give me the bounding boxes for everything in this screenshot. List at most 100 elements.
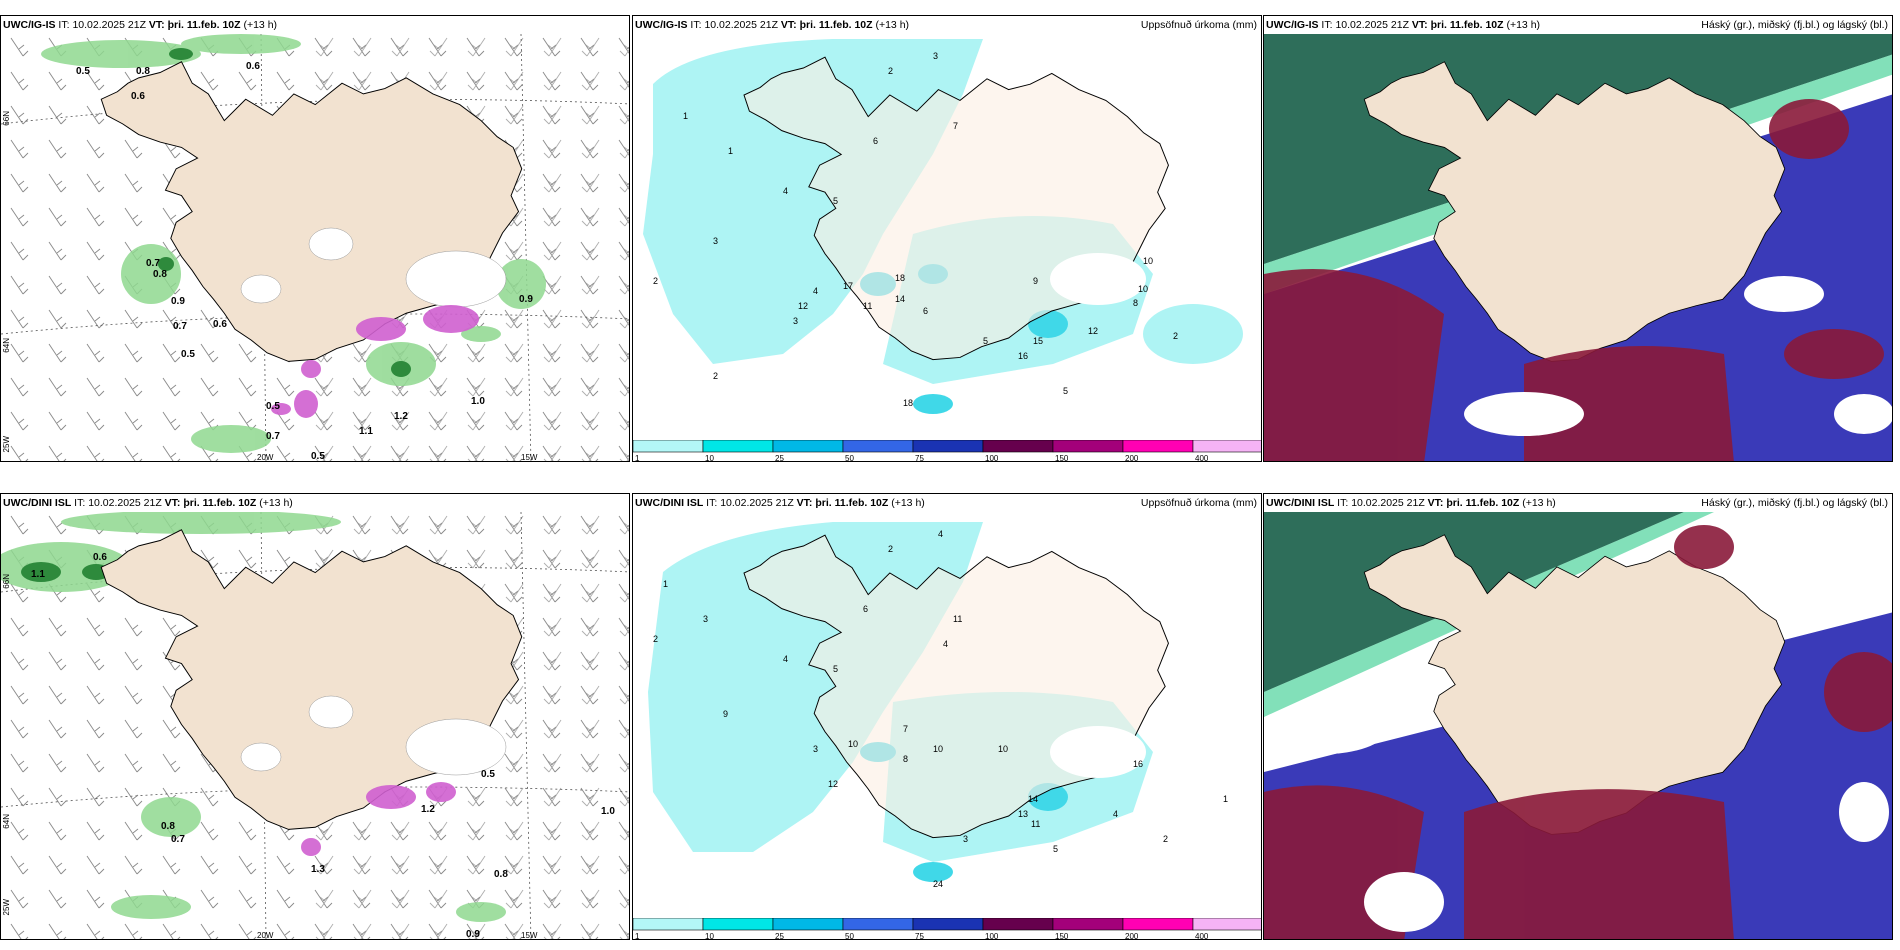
panel-top-left: UWC/IG-IS IT: 10.02.2025 21Z VT: þri. 11… — [0, 15, 630, 462]
svg-text:4: 4 — [938, 529, 943, 539]
svg-text:8: 8 — [1133, 298, 1138, 308]
svg-text:0.6: 0.6 — [93, 552, 107, 563]
svg-text:0.5: 0.5 — [311, 451, 325, 462]
svg-text:4: 4 — [783, 654, 788, 664]
precip-map: 3 2 1 1 2 3 4 5 6 7 6 5 4 3 2 17 12 11 1… — [643, 39, 1243, 414]
svg-text:0.7: 0.7 — [173, 321, 187, 332]
svg-text:6: 6 — [923, 306, 928, 316]
svg-text:2: 2 — [888, 66, 893, 76]
svg-text:2: 2 — [713, 371, 718, 381]
colorbar-swatch — [1122, 440, 1194, 453]
colorbar: 1 10 25 50 75 100 150 200 400 — [633, 918, 1261, 940]
svg-text:3: 3 — [963, 834, 968, 844]
colorbar-swatch — [702, 918, 774, 931]
svg-text:1.2: 1.2 — [394, 411, 408, 422]
colorbar-tick: 150 — [1055, 932, 1069, 940]
svg-text:0.9: 0.9 — [466, 929, 480, 940]
svg-text:0.8: 0.8 — [161, 821, 175, 832]
colorbar-swatch — [633, 440, 704, 453]
panel-subtitle: Háský (gr.), miðský (fj.bl.) og lágský (… — [1701, 19, 1888, 31]
colorbar-tick: 100 — [985, 932, 999, 940]
svg-text:0.6: 0.6 — [246, 61, 260, 72]
colorbar-tick: 75 — [915, 932, 924, 940]
svg-text:0.5: 0.5 — [76, 66, 90, 77]
svg-text:14: 14 — [1028, 794, 1038, 804]
svg-text:2: 2 — [1163, 834, 1168, 844]
svg-text:18: 18 — [895, 273, 905, 283]
svg-text:13: 13 — [1018, 809, 1028, 819]
colorbar-tick: 50 — [845, 932, 854, 940]
svg-text:0.8: 0.8 — [494, 869, 508, 880]
colorbar-swatch — [912, 440, 984, 453]
svg-text:1.0: 1.0 — [601, 806, 615, 817]
svg-text:10: 10 — [998, 744, 1008, 754]
colorbar: 1 10 25 50 75 100 150 200 400 — [633, 440, 1261, 462]
svg-text:7: 7 — [903, 724, 908, 734]
svg-text:2: 2 — [653, 634, 658, 644]
colorbar-tick: 50 — [845, 454, 854, 462]
lat-label: 64N — [2, 814, 11, 829]
lon-label: 25W — [2, 899, 11, 916]
colorbar-swatch — [842, 440, 914, 453]
svg-text:11: 11 — [863, 301, 872, 311]
colorbar-tick: 25 — [775, 454, 784, 462]
svg-text:8: 8 — [903, 754, 908, 764]
colorbar-swatch — [633, 918, 704, 931]
svg-text:1.1: 1.1 — [359, 426, 373, 437]
panel-bottom-left: UWC/DINI ISL IT: 10.02.2025 21Z VT: þri.… — [0, 493, 630, 940]
colorbar-swatch — [1192, 440, 1261, 453]
colorbar-swatch — [702, 440, 774, 453]
lat-label: 66N — [2, 574, 11, 589]
precip-map: 4 2 1 2 3 4 5 6 7 11 4 3 8 10 9 24 10 12… — [648, 522, 1228, 889]
svg-text:1: 1 — [1223, 794, 1228, 804]
panel-bottom-middle: UWC/DINI ISL IT: 10.02.2025 21Z VT: þri.… — [632, 493, 1262, 940]
svg-text:4: 4 — [943, 639, 948, 649]
svg-text:14: 14 — [895, 294, 905, 304]
precip-labels: 3 2 1 1 2 3 4 5 6 7 6 5 4 3 2 17 12 11 1… — [653, 51, 1178, 408]
lon-label: 15W — [521, 453, 538, 462]
lon-label: 20W — [257, 931, 274, 940]
svg-text:5: 5 — [1053, 844, 1058, 854]
cloud-map — [1264, 34, 1892, 461]
colorbar-swatch — [982, 440, 1054, 453]
colorbar-tick: 400 — [1195, 454, 1209, 462]
svg-text:9: 9 — [1033, 276, 1038, 286]
svg-text:18: 18 — [903, 398, 913, 408]
svg-text:16: 16 — [1133, 759, 1143, 769]
panel-title: UWC/DINI ISL IT: 10.02.2025 21Z VT: þri.… — [635, 497, 925, 509]
svg-text:3: 3 — [933, 51, 938, 61]
wind-snow-map: 0.5 0.8 0.6 0.6 0.7 0.8 0.9 0.7 0.6 0.5 … — [1, 34, 629, 462]
colorbar-swatch — [912, 918, 984, 931]
svg-text:10: 10 — [848, 739, 858, 749]
panel-title: UWC/IG-IS IT: 10.02.2025 21Z VT: þri. 11… — [635, 19, 910, 31]
svg-text:1.1: 1.1 — [31, 569, 45, 580]
svg-text:4: 4 — [1113, 809, 1118, 819]
svg-text:1: 1 — [663, 579, 668, 589]
svg-text:5: 5 — [833, 196, 838, 206]
colorbar-tick: 400 — [1195, 932, 1209, 940]
colorbar-swatch — [1052, 918, 1124, 931]
cloud-map — [1264, 512, 1892, 939]
colorbar-swatch — [1122, 918, 1194, 931]
svg-text:3: 3 — [703, 614, 708, 624]
svg-text:5: 5 — [983, 336, 988, 346]
wind-snow-map: 0.6 1.1 0.8 0.7 1.0 0.8 1.3 0.9 0.5 1.2 — [1, 512, 629, 940]
svg-text:10: 10 — [1138, 284, 1148, 294]
svg-text:2: 2 — [1173, 331, 1178, 341]
panel-title: UWC/DINI ISL IT: 10.02.2025 21Z VT: þri.… — [3, 497, 293, 509]
colorbar-swatch — [772, 440, 844, 453]
svg-text:0.9: 0.9 — [519, 294, 533, 305]
panel-title: UWC/DINI ISL IT: 10.02.2025 21Z VT: þri.… — [1266, 497, 1556, 509]
svg-text:11: 11 — [1031, 819, 1040, 829]
svg-text:24: 24 — [933, 879, 943, 889]
svg-text:9: 9 — [723, 709, 728, 719]
svg-text:1: 1 — [728, 146, 733, 156]
colorbar-tick: 100 — [985, 454, 999, 462]
snow-labels: 0.6 1.1 0.8 0.7 1.0 0.8 1.3 0.9 0.5 1.2 — [31, 552, 615, 940]
svg-text:0.8: 0.8 — [136, 66, 150, 77]
svg-text:11: 11 — [953, 614, 962, 624]
svg-text:10: 10 — [933, 744, 943, 754]
svg-text:5: 5 — [1063, 386, 1068, 396]
lat-label: 64N — [2, 338, 11, 353]
lon-label: 20W — [257, 453, 274, 462]
